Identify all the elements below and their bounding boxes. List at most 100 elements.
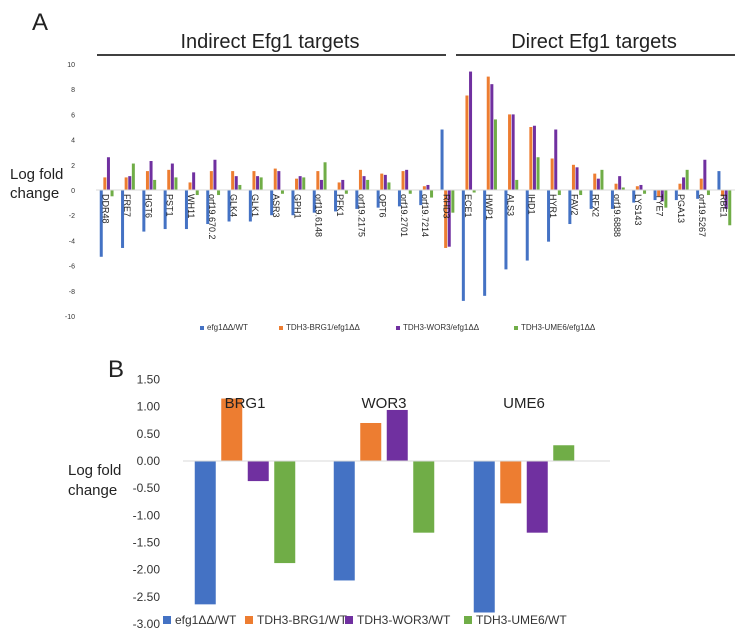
panel-a-bar — [511, 114, 515, 190]
panel-a-ytick: -2 — [69, 213, 75, 220]
panel-a-bar — [302, 177, 306, 190]
panel-a-category-label: orf19.6888 — [612, 194, 622, 237]
panel-b-ytick: 0.00 — [137, 454, 161, 468]
panel-a-bar — [217, 190, 221, 196]
panel-a-bar — [376, 190, 380, 208]
panel-a-bar — [170, 163, 174, 190]
panel-a-bar — [547, 190, 551, 242]
panel-b-category-label: UME6 — [503, 395, 545, 412]
panel-b-legend-swatch — [163, 616, 171, 624]
panel-a-bar — [358, 169, 362, 190]
panel-b-ylabel-line1: Log fold — [68, 462, 121, 479]
panel-a: Indirect Efg1 targets Direct Efg1 target… — [10, 31, 735, 332]
panel-a-ytick: 2 — [71, 163, 75, 170]
panel-a-bar — [593, 173, 597, 190]
panel-a-bar — [192, 172, 196, 190]
panel-a-bar — [319, 179, 323, 190]
panel-a-bar — [532, 125, 536, 190]
panel-a-bar — [163, 190, 167, 230]
panel-a-bar — [724, 190, 728, 209]
panel-a-bar — [600, 169, 604, 190]
panel-b-ylabel-line2: change — [68, 482, 117, 499]
panel-a-bar — [206, 190, 210, 225]
panel-a-bar — [696, 190, 700, 199]
panel-a-bar — [277, 171, 281, 190]
panel-b-bar — [247, 461, 269, 482]
panel-a-bar — [422, 186, 426, 190]
panel-a-bar — [383, 174, 387, 190]
panel-a-ytick: -10 — [65, 314, 75, 321]
panel-b-ytick: -3.00 — [133, 617, 161, 631]
panel-a-bar — [699, 178, 703, 190]
panel-a-category-label: GLK1 — [250, 194, 260, 217]
panel-a-category-label: RHD3 — [441, 194, 451, 219]
panel-a-bar — [440, 129, 444, 190]
panel-a-bar — [632, 190, 636, 203]
panel-a-bar — [493, 119, 497, 190]
panel-a-bar — [430, 190, 434, 198]
panel-a-category-label: orf19.2175 — [356, 194, 366, 237]
panel-a-bar — [405, 169, 409, 190]
panel-a-bar — [387, 182, 391, 190]
panel-a-bar — [721, 190, 725, 197]
panel-a-bar — [188, 182, 192, 190]
panel-a-bar — [490, 84, 494, 190]
panel-a-legend-label: efg1ΔΔ/WT — [207, 323, 248, 332]
panel-b-bar — [360, 422, 382, 461]
panel-a-bar — [238, 184, 242, 190]
panel-a-bar — [728, 190, 732, 226]
group-label-direct: Direct Efg1 targets — [511, 31, 677, 53]
panel-a-category-label: HYR1 — [548, 194, 558, 218]
panel-a-bar — [472, 190, 476, 193]
panel-a-bar — [334, 190, 338, 212]
panel-a-bar — [575, 167, 579, 190]
panel-a-category-label: RFX2 — [591, 194, 601, 217]
panel-b-ytick: 0.50 — [137, 427, 161, 441]
panel-a-bar — [618, 176, 622, 190]
panel-b: Log fold change 1.50 1.00 0.50 0.00 -0.50 -1.… — [68, 373, 610, 631]
panel-a-bar — [401, 171, 405, 190]
panel-a-bar — [231, 171, 235, 190]
panel-a-bar — [525, 190, 529, 261]
panel-a-category-label: ALS3 — [505, 194, 515, 216]
panel-b-bar — [553, 445, 575, 461]
panel-a-category-label: orf19.7214 — [420, 194, 430, 237]
panel-a-bar — [298, 176, 302, 190]
panel-a-category-label: GLK4 — [228, 194, 238, 217]
panel-a-bar — [213, 159, 217, 190]
panel-a-bar — [295, 178, 299, 190]
panel-a-bar — [664, 190, 668, 208]
panel-a-bar — [366, 179, 370, 190]
panel-a-bar — [316, 171, 320, 190]
panel-a-bar — [515, 179, 519, 190]
group-label-indirect: Indirect Efg1 targets — [181, 31, 360, 53]
panel-a-bar — [621, 187, 625, 190]
panel-a-bar — [536, 157, 540, 190]
panel-a-bar — [643, 190, 647, 194]
panel-a-bar — [252, 171, 256, 190]
panel-b-legend-swatch — [464, 616, 472, 624]
panel-a-category-label: FAV2 — [569, 194, 579, 215]
panel-a-bar — [444, 190, 448, 248]
panel-a-bar — [465, 95, 469, 190]
panel-b-category-label: WOR3 — [362, 395, 407, 412]
panel-a-bar — [256, 176, 260, 190]
panel-a-bar — [706, 190, 710, 196]
panel-a-category-label: orf19.2701 — [399, 194, 409, 237]
panel-a-bar — [504, 190, 508, 270]
panel-a-bar — [149, 161, 153, 190]
panel-a-category-label: OPT6 — [378, 194, 388, 218]
panel-a-category-label: ASR3 — [271, 194, 281, 218]
panel-a-category-label: DDR48 — [101, 194, 111, 224]
panel-a-bar — [270, 190, 274, 216]
panel-b-bar — [194, 461, 216, 605]
panel-b-bar — [386, 409, 408, 461]
panel-a-bar — [234, 176, 238, 190]
panel-b-legend-label: TDH3-UME6/WT — [476, 613, 567, 627]
panel-a-bar — [259, 177, 263, 190]
panel-a-bar — [167, 169, 171, 190]
panel-a-bar — [635, 186, 639, 190]
panel-a-bar — [419, 190, 423, 206]
panel-a-bar — [614, 183, 618, 190]
